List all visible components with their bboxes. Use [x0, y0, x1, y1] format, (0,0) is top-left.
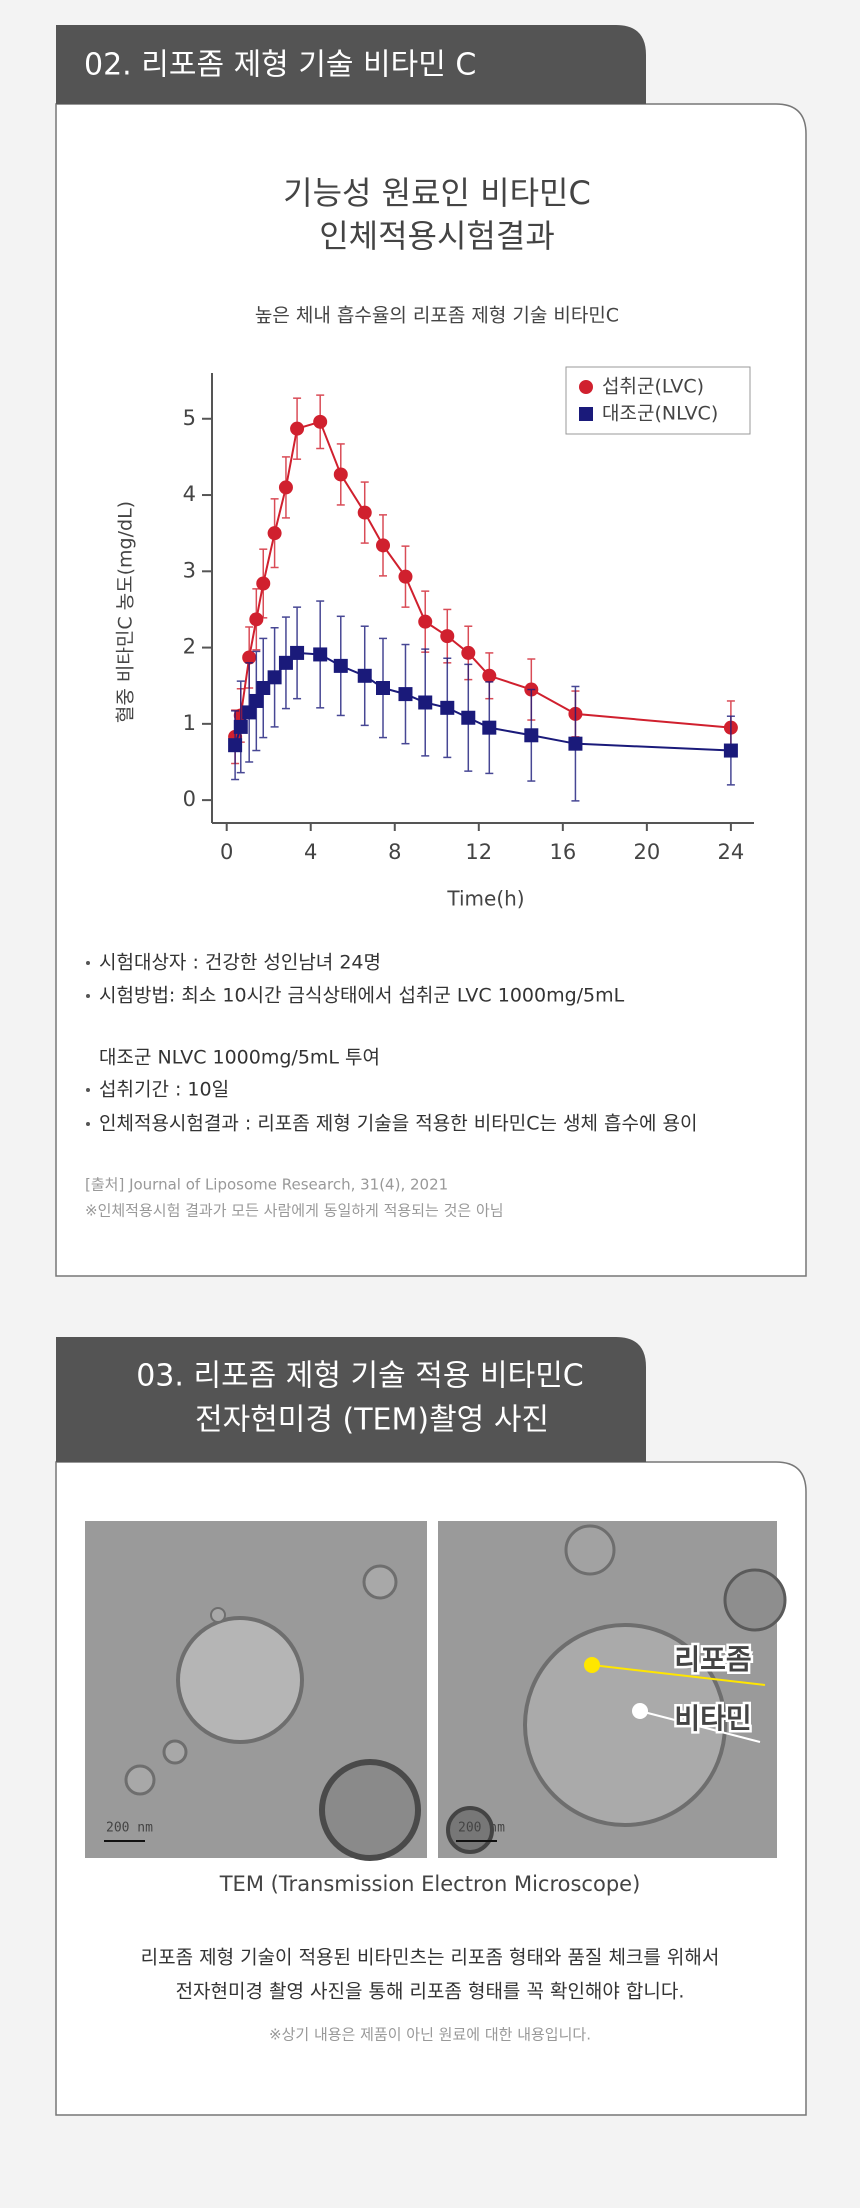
x-tick-label: 8: [388, 840, 401, 864]
marker: [418, 695, 433, 710]
chart-title: 기능성 원료인 비타민C: [283, 174, 591, 212]
marker: [278, 655, 293, 670]
study-info: 섭취기간 : 10일: [99, 1079, 229, 1101]
marker: [461, 645, 476, 660]
x-tick-label: 16: [549, 840, 576, 864]
description: 리포좀 제형 기술이 적용된 비타민츠는 리포좀 형태와 품질 체크를 위해서: [141, 1947, 720, 1969]
marker: [267, 526, 282, 541]
scale-bar-label: 200 nm: [458, 1821, 505, 1836]
legend-marker: [579, 380, 593, 394]
marker: [440, 629, 455, 644]
study-info: 인체적용시험결과 : 리포좀 제형 기술을 적용한 비타민C는 생체 흡수에 용…: [99, 1113, 697, 1135]
marker: [357, 668, 372, 683]
y-tick-label: 1: [183, 711, 196, 735]
x-tick-label: 20: [633, 840, 660, 864]
legend-box: [565, 366, 751, 435]
marker: [568, 736, 583, 751]
marker: [398, 687, 413, 702]
marker: [482, 720, 497, 735]
x-tick-label: 24: [718, 840, 745, 864]
x-tick-label: 4: [304, 840, 317, 864]
marker: [249, 612, 264, 627]
y-tick-label: 4: [183, 482, 196, 506]
bullet: [86, 994, 90, 998]
marker: [267, 670, 282, 685]
marker: [290, 421, 305, 436]
marker: [333, 658, 348, 673]
source: [출처] Journal of Liposome Research, 31(4)…: [85, 1176, 448, 1194]
section-heading: 전자현미경 (TEM)촬영 사진: [195, 1403, 549, 1438]
study-info: 시험방법: 최소 10시간 금식상태에서 섭취군 LVC 1000mg/5mL: [99, 985, 625, 1007]
study-info: 시험대상자 : 건강한 성인남녀 24명: [99, 952, 381, 974]
bullet: [86, 961, 90, 965]
marker: [290, 645, 305, 660]
marker: [256, 681, 271, 695]
marker: [418, 614, 433, 629]
y-tick-label: 5: [183, 406, 196, 430]
chart-title: 인체적용시험결과: [319, 217, 555, 255]
description: 전자현미경 촬영 사진을 통해 리포좀 형태를 꼭 확인해야 합니다.: [176, 1981, 685, 2003]
marker: [398, 569, 413, 584]
marker: [357, 505, 372, 520]
marker: [242, 705, 257, 720]
marker: [524, 728, 539, 743]
pointer-line: [591, 1664, 766, 1686]
scale-bar-label: 200 nm: [106, 1821, 153, 1836]
y-tick-label: 2: [183, 635, 196, 659]
liposome: [162, 1739, 188, 1765]
legend-label: 대조군(NLVC): [602, 403, 718, 425]
bullet: [86, 1122, 90, 1126]
marker: [482, 668, 497, 683]
tem-image: 리포좀 비타민 200 nm: [438, 1521, 787, 1858]
marker: [333, 467, 348, 482]
marker: [313, 647, 328, 662]
section-heading: 03. 리포좀 제형 기술 적용 비타민C: [136, 1359, 584, 1394]
marker: [249, 693, 264, 708]
study-info: 대조군 NLVC 1000mg/5mL 투여: [99, 1047, 380, 1069]
marker: [461, 710, 476, 725]
marker: [440, 700, 455, 715]
y-tick-label: 3: [183, 558, 196, 582]
tem-image: 200 nm: [85, 1521, 427, 1861]
image-label: 리포좀: [674, 1643, 751, 1676]
legend-label: 섭취군(LVC): [602, 376, 704, 398]
liposome: [210, 1607, 226, 1623]
marker: [376, 538, 391, 553]
marker: [228, 738, 243, 753]
liposome: [176, 1616, 304, 1744]
liposome: [319, 1759, 421, 1861]
x-axis-label: Time(h): [446, 887, 524, 911]
image-label: 비타민: [674, 1702, 751, 1735]
marker: [233, 719, 248, 734]
section-tab: [56, 1337, 646, 1462]
pointer-line: [639, 1710, 761, 1743]
x-tick-label: 12: [465, 840, 492, 864]
marker: [723, 743, 738, 758]
section-tab: [56, 25, 646, 104]
marker: [278, 480, 293, 495]
chart-subtitle: 높은 체내 흡수율의 리포좀 제형 기술 비타민C: [255, 305, 619, 327]
y-axis-label: 혈중 비타민C 농도(mg/dL): [115, 501, 137, 723]
bullet: [86, 1088, 90, 1092]
image-caption: TEM (Transmission Electron Microscope): [219, 1872, 641, 1896]
liposome: [564, 1524, 616, 1576]
liposome: [723, 1568, 787, 1632]
liposome: [362, 1564, 398, 1600]
liposome: [124, 1764, 156, 1796]
marker: [313, 414, 328, 429]
x-tick-label: 0: [220, 840, 233, 864]
section-heading: 02. 리포좀 제형 기술 비타민 C: [84, 48, 476, 83]
disclaimer: ※인체적용시험 결과가 모든 사람에게 동일하게 적용되는 것은 아님: [85, 1202, 504, 1220]
marker: [376, 681, 391, 695]
note: ※상기 내용은 제품이 아닌 원료에 대한 내용입니다.: [269, 2026, 591, 2044]
y-tick-label: 0: [183, 787, 196, 811]
marker: [242, 650, 257, 665]
legend-marker: [579, 407, 593, 421]
marker: [256, 576, 271, 591]
